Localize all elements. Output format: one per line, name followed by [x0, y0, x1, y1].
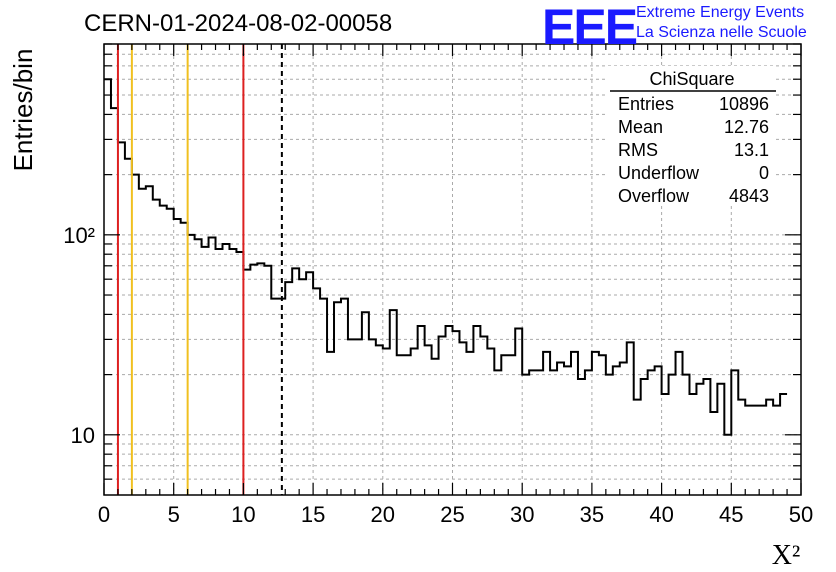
x-tick-label: 5: [168, 502, 180, 527]
stats-label: Entries: [618, 94, 674, 114]
eee-logo: EEE: [542, 0, 638, 55]
stats-label: Underflow: [618, 163, 700, 183]
x-tick-label: 25: [440, 502, 464, 527]
x-axis-label: X²: [772, 540, 801, 571]
y-tick-label: 10²: [63, 223, 95, 248]
x-tick-label: 15: [301, 502, 325, 527]
stats-box: ChiSquare Entries 10896 Mean 12.76 RMS 13.1 Un…: [606, 66, 776, 206]
x-tick-label: 30: [510, 502, 534, 527]
stats-value: 0: [759, 163, 769, 183]
stats-box-background: [606, 66, 774, 206]
axis-ticks: [103, 43, 802, 495]
stats-label: Overflow: [618, 186, 690, 206]
x-tick-label: 10: [231, 502, 255, 527]
logo-subtitle-line2: La Scienza nelle Scuole: [636, 24, 807, 41]
chart-title: CERN-01-2024-08-02-00058: [84, 10, 393, 37]
x-tick-label: 50: [789, 502, 813, 527]
stats-value: 4843: [729, 186, 769, 206]
stats-label: RMS: [618, 140, 658, 160]
logo-subtitle-line1: Extreme Energy Events: [636, 4, 805, 21]
axis-tick-labels: 0 5 10 15 20 25 30 35 40 45 50 10 10²: [63, 223, 813, 527]
histogram-layer: [104, 78, 788, 436]
stats-label: Mean: [618, 117, 663, 137]
y-axis-label: Entries/bin: [8, 49, 38, 172]
stats-value: 12.76: [724, 117, 769, 137]
stats-value: 13.1: [734, 140, 769, 160]
cut-lines: [116, 44, 283, 495]
x-tick-label: 45: [719, 502, 743, 527]
stats-box-title: ChiSquare: [649, 69, 734, 89]
histogram-steps: [104, 78, 788, 436]
x-tick-label: 20: [371, 502, 395, 527]
x-tick-label: 35: [580, 502, 604, 527]
stats-value: 10896: [719, 94, 769, 114]
y-tick-label: 10: [71, 423, 95, 448]
x-tick-label: 0: [98, 502, 110, 527]
stats-rows: Entries 10896 Mean 12.76 RMS 13.1 Underflow 0 Ov…: [618, 94, 769, 206]
x-tick-label: 40: [649, 502, 673, 527]
